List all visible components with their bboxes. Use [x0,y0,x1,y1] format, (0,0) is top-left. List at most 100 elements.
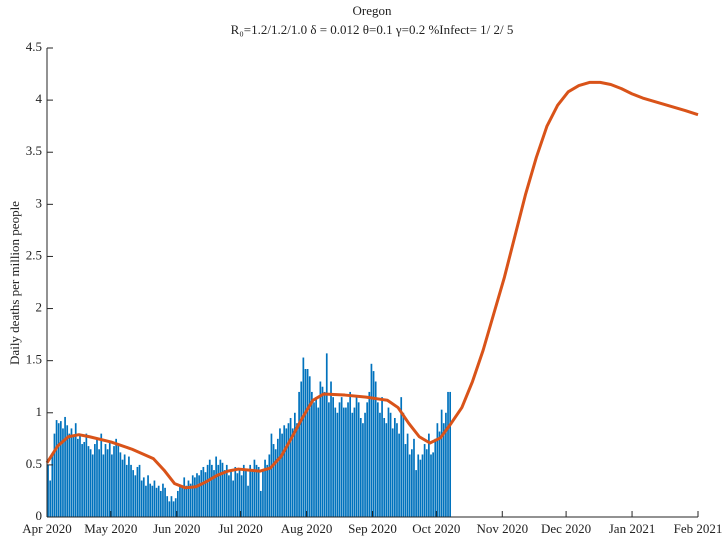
bar [430,454,432,517]
bar [98,449,100,517]
x-tick-label: May 2020 [84,521,137,536]
bar [132,470,135,517]
bar [432,452,434,517]
bar [79,433,81,517]
y-tick-label: 3 [36,195,43,210]
bar [66,425,69,517]
bar [147,475,149,517]
bar [119,452,122,517]
bar [285,428,288,517]
bar [62,428,64,517]
bar [328,402,330,517]
bar [81,444,83,517]
bar [374,381,377,517]
bar [181,485,183,517]
bar [445,412,447,517]
bar [155,487,158,517]
bar [172,501,175,517]
bar [245,470,247,517]
bar [270,433,273,517]
bar [49,480,52,517]
bar [351,412,354,517]
bar [115,438,117,517]
bar [298,391,300,517]
bar [94,444,96,517]
y-tick-label: 2 [36,300,43,315]
bar [83,441,86,517]
bar [283,425,286,517]
x-tick-label: Sep 2020 [348,521,397,536]
bar [70,428,73,517]
chart-subtitle: R₀=1.2/1.2/1.0 δ = 0.012 θ=0.1 γ=0.2 %In… [231,22,514,37]
bar [236,473,239,517]
bar [183,477,186,517]
bar [338,402,341,517]
bar [264,459,266,517]
bar [413,438,415,517]
bar [359,417,362,517]
x-tick-label: Jan 2021 [609,521,656,536]
bar [325,353,328,517]
x-tick-label: Oct 2020 [412,521,460,536]
bar [449,391,452,517]
bar [225,464,228,517]
bar [391,428,394,517]
bar [347,402,349,517]
bar [145,485,147,517]
bar [170,496,173,517]
bar [349,391,352,517]
bar [253,459,256,517]
bar [157,485,160,517]
x-tick-label: Aug 2020 [281,521,333,536]
bar [400,397,403,517]
bar [393,417,396,517]
bar [117,444,120,517]
bar [406,433,409,517]
x-tick-label: Dec 2020 [541,521,591,536]
bar [364,412,366,517]
x-tick-label: Apr 2020 [22,521,71,536]
bar [408,454,411,517]
fit-line [45,80,699,490]
bar [296,423,298,517]
bar [85,433,88,517]
bar [259,490,262,517]
bar [251,470,254,517]
bar [387,407,390,517]
bar [174,498,177,517]
bar [255,464,258,517]
bar [53,433,56,517]
bar [64,416,66,517]
bar [336,412,339,517]
bar [134,475,137,517]
bar [421,454,424,517]
bar [185,485,188,517]
bar [130,464,132,517]
bar [415,470,417,517]
bar [434,438,437,517]
bar [221,462,224,517]
bar [383,417,386,517]
bar [276,438,279,517]
bar [291,428,294,517]
x-tick-label: Jul 2020 [218,521,262,536]
bar [232,480,235,517]
bar [389,412,392,517]
bar [138,464,141,517]
bar [268,454,271,517]
bar [223,470,226,517]
bar [208,459,211,517]
bar [238,470,241,517]
bar [436,423,439,517]
bar [419,459,422,517]
x-tick-label: Nov 2020 [476,521,528,536]
bar [151,485,154,517]
bar [200,470,203,517]
bar [353,407,356,517]
bar [234,466,237,517]
bar [108,441,111,517]
bar [300,381,303,517]
bar [136,466,139,517]
bar [323,391,326,517]
